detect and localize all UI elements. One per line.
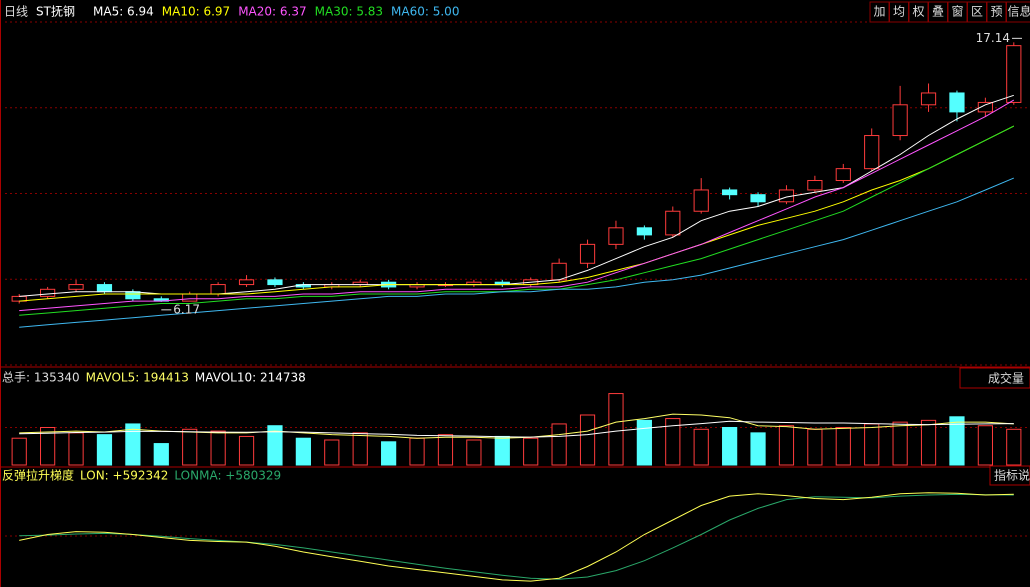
toolbar-button-label[interactable]: 信息 <box>1007 4 1030 19</box>
candle-body <box>267 279 283 286</box>
toolbar-button-label[interactable]: 预 <box>990 5 1002 19</box>
volume-bar <box>523 437 539 466</box>
legend-entry: MA5: 6.94 <box>93 5 154 19</box>
candle-body <box>68 284 84 290</box>
volume-bar <box>920 419 937 466</box>
toolbar-button-label[interactable]: 权 <box>912 5 924 19</box>
indicator-line <box>19 99 1015 312</box>
volume-bar <box>636 419 652 466</box>
volume-bar <box>182 428 198 466</box>
volume-bar <box>295 437 311 466</box>
candle-body <box>722 189 738 196</box>
candle-body <box>864 135 880 170</box>
stock-name: ST抚钢 <box>36 5 75 19</box>
indicator-line <box>19 125 1015 316</box>
legend-entry: MA30: 5.83 <box>315 5 383 19</box>
volume-legend: 总手: 135340 <box>2 371 80 385</box>
indicator-help[interactable]: 指标说 <box>994 468 1030 483</box>
volume-bar <box>1006 428 1022 466</box>
indicator-line <box>19 125 1015 302</box>
indicator-line <box>19 177 1014 328</box>
volume-bar <box>835 427 851 466</box>
volume-bar <box>96 434 113 466</box>
indicator-line <box>19 94 1014 297</box>
volume-bar <box>409 437 425 466</box>
indicator-legend: LONMA: +580329 <box>174 469 281 483</box>
candle-body <box>807 179 823 191</box>
volume-bar <box>437 434 454 466</box>
volume-bar <box>68 432 84 466</box>
volume-bar <box>693 428 709 466</box>
volume-bar <box>494 435 510 466</box>
candle-body <box>892 104 908 137</box>
candle-body <box>1006 45 1022 103</box>
indicator-name: 反弹拉升梯度 <box>2 468 74 483</box>
volume-bar <box>125 423 141 466</box>
volume-bar <box>722 427 738 466</box>
toolbar-button-label[interactable]: 区 <box>971 5 983 19</box>
candle-body <box>608 227 624 245</box>
volume-label: 成交量 <box>988 371 1024 386</box>
low-annotation: 6.17 <box>173 302 200 316</box>
candle-body <box>96 284 113 293</box>
volume-legend: MAVOL5: 194413 <box>86 371 189 385</box>
candle-body <box>210 284 226 295</box>
candle-body <box>665 210 681 236</box>
volume-bar <box>608 393 624 466</box>
volume-bar <box>807 428 823 466</box>
toolbar-button-label[interactable]: 窗 <box>951 5 963 19</box>
volume-bar <box>381 441 397 466</box>
toolbar-button-label[interactable]: 加 <box>873 5 885 19</box>
toolbar-button-label[interactable]: 叠 <box>932 5 944 19</box>
volume-bar <box>267 425 283 466</box>
volume-bar <box>778 425 795 466</box>
volume-bar <box>750 432 766 466</box>
candle-body <box>750 194 766 203</box>
legend-entry: MA10: 6.97 <box>162 5 230 19</box>
candle-body <box>949 92 965 113</box>
candle-body <box>835 168 851 181</box>
legend-entry: MA20: 6.37 <box>238 5 306 19</box>
period: 日线 <box>4 5 28 19</box>
volume-bar <box>352 432 368 466</box>
volume-legend: MAVOL10: 214738 <box>195 371 306 385</box>
volume-bar <box>11 437 27 466</box>
volume-bar <box>324 439 340 466</box>
volume-bar <box>551 423 567 466</box>
help-box[interactable] <box>989 465 1030 486</box>
panel-label-box <box>959 367 1030 389</box>
indicator-line <box>19 420 1014 438</box>
candle-body <box>182 293 198 302</box>
legend-entry: MA60: 5.00 <box>391 5 459 19</box>
volume-bar <box>579 414 596 466</box>
toolbar-button[interactable] <box>1006 1 1030 23</box>
volume-bar <box>238 435 255 466</box>
indicator-line <box>19 493 1014 580</box>
indicator-line <box>19 492 1014 582</box>
toolbar-button-label[interactable]: 均 <box>893 5 905 19</box>
candle-body <box>579 243 596 264</box>
volume-bar <box>949 416 965 466</box>
candle-body <box>238 279 255 286</box>
volume-bar <box>977 425 993 466</box>
indicator-legend: LON: +592342 <box>80 469 168 483</box>
high-annotation: 17.14 <box>976 31 1010 45</box>
volume-bar <box>665 418 681 466</box>
volume-bar <box>210 430 226 466</box>
volume-bar <box>40 427 56 466</box>
volume-bar <box>864 423 880 466</box>
candle-body <box>551 262 567 281</box>
candle-body <box>40 288 56 297</box>
candle-body <box>920 92 937 106</box>
candle-body <box>636 227 652 236</box>
volume-bar <box>466 439 482 466</box>
volume-bar <box>153 443 169 466</box>
candle-body <box>125 291 141 300</box>
volume-bar <box>892 421 908 466</box>
candle-body <box>693 189 709 212</box>
candle-body <box>977 101 993 113</box>
